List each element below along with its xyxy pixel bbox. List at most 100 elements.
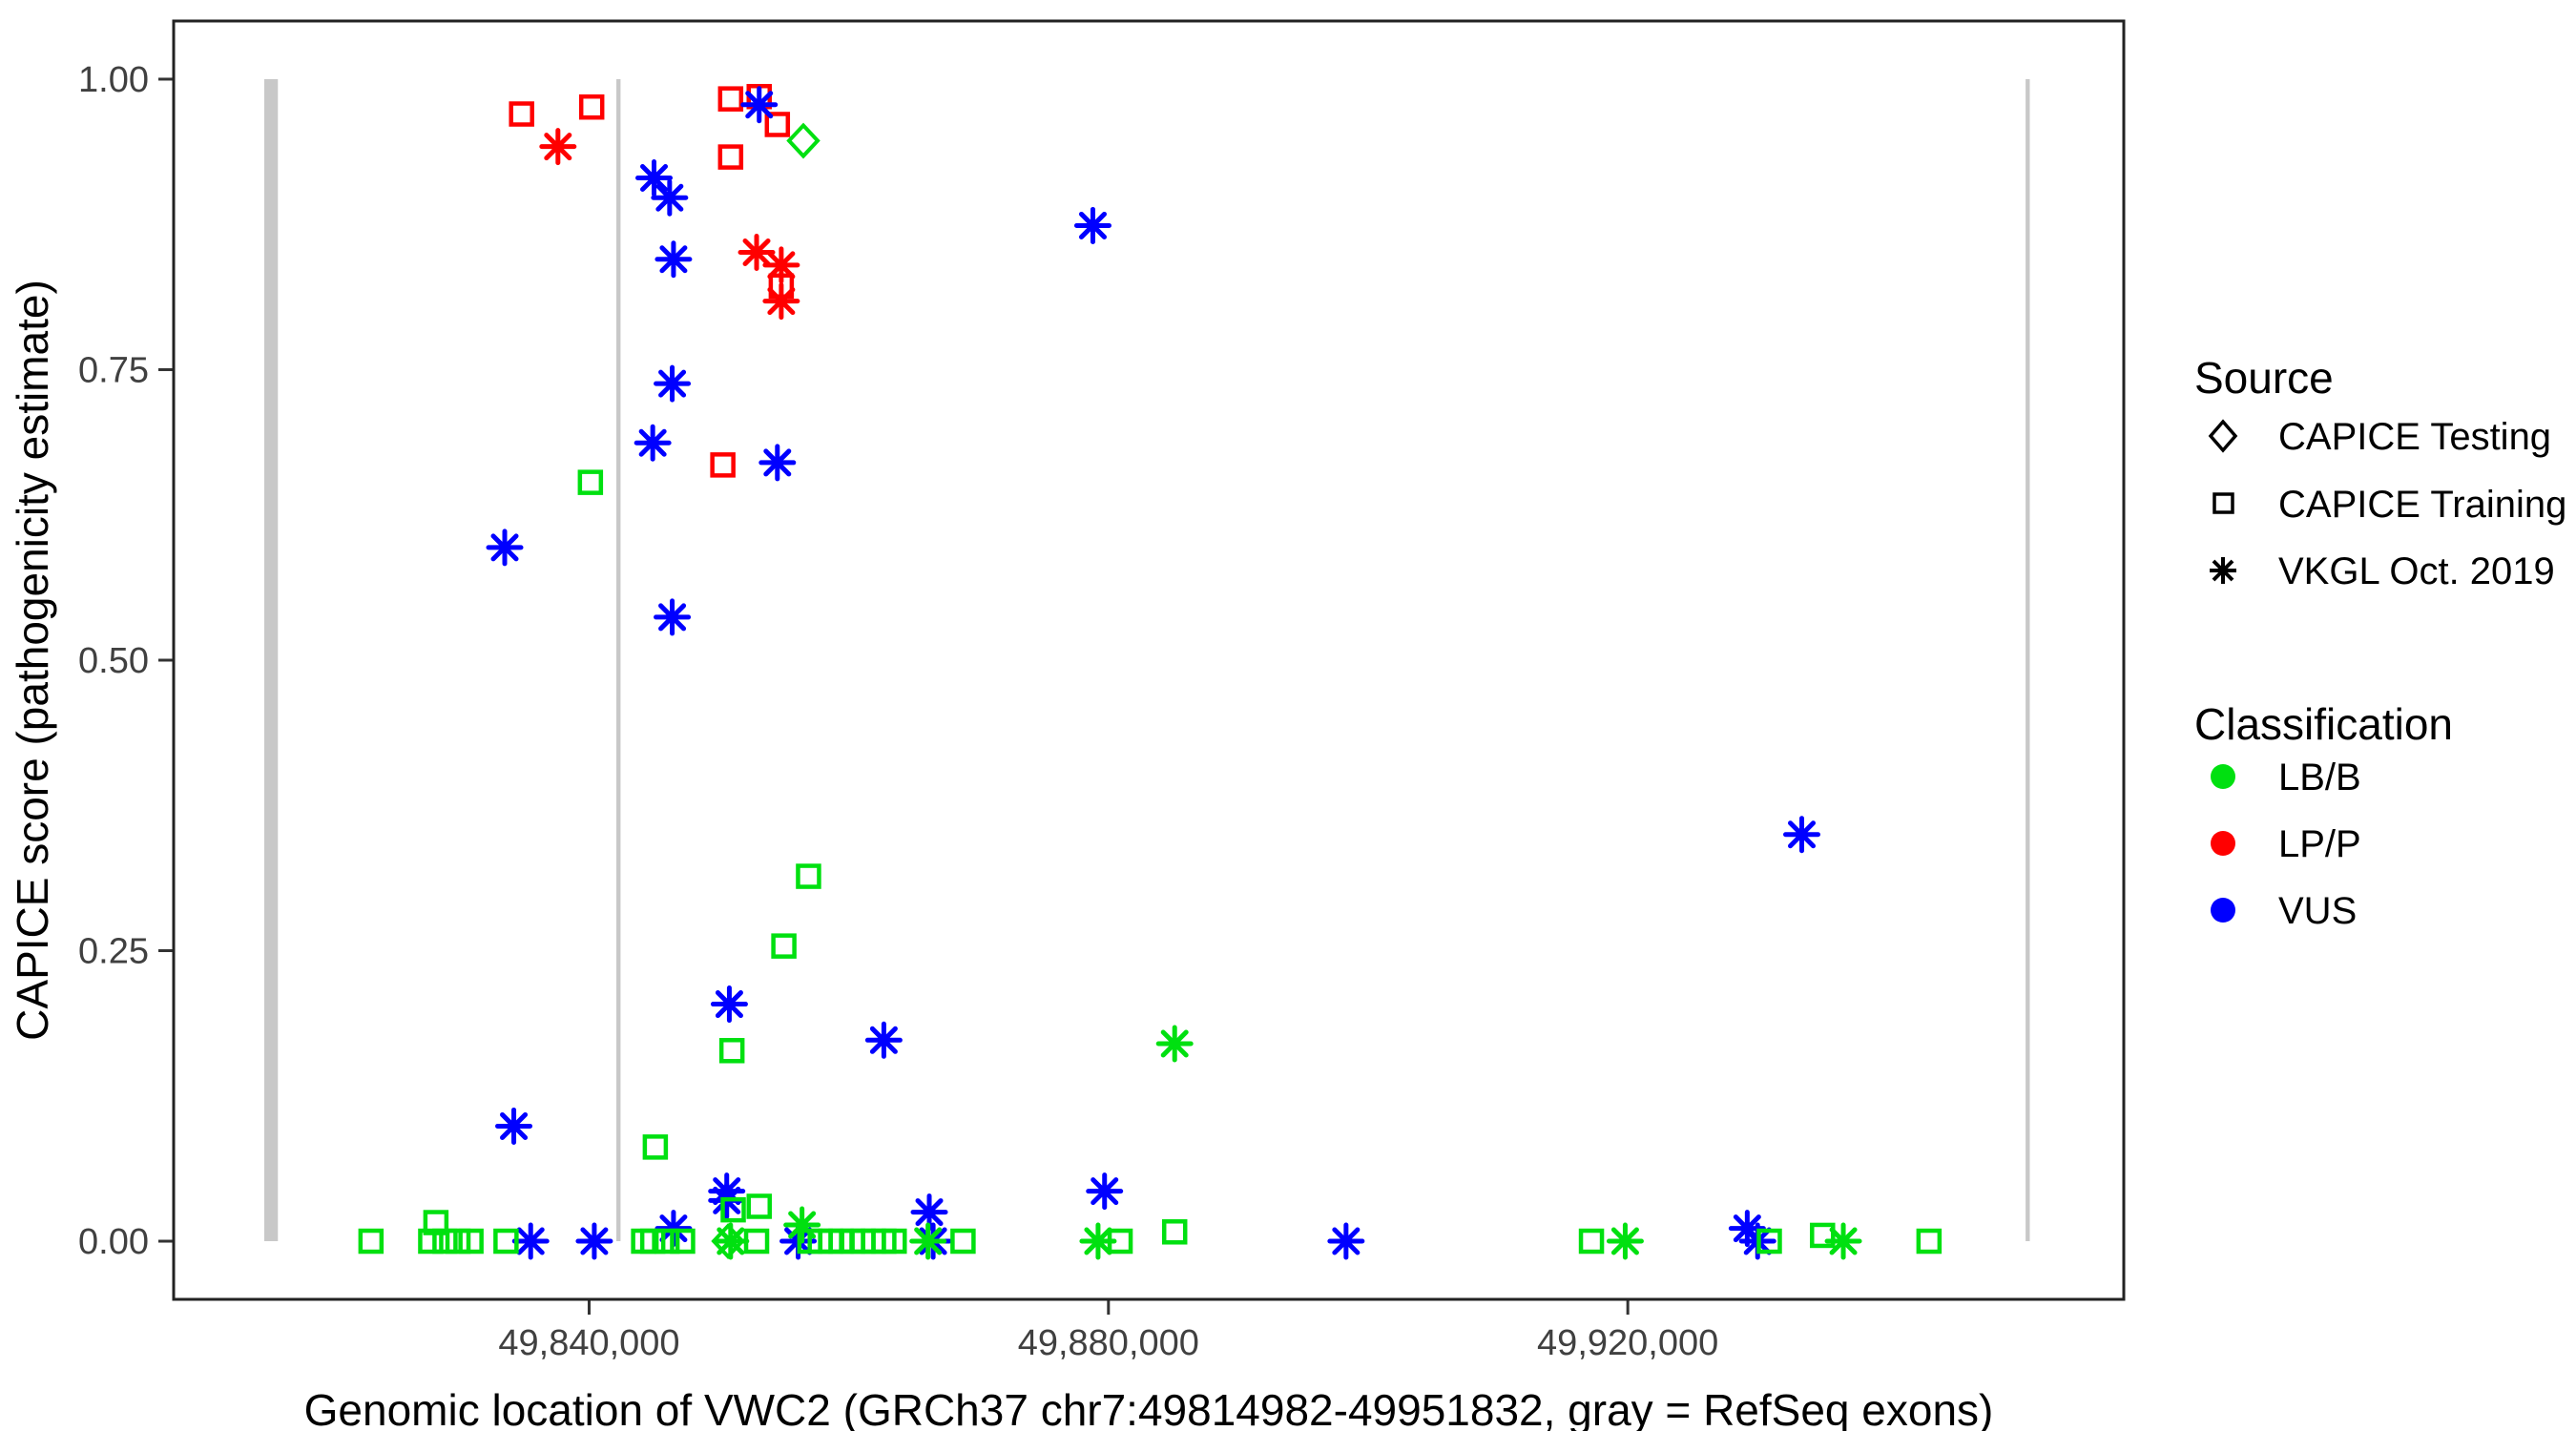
data-point-square xyxy=(710,452,736,478)
data-point-asterisk xyxy=(1327,1222,1365,1260)
legend-item-vkgl: VKGL Oct. 2019 xyxy=(2210,550,2555,592)
x-tick-label: 49,840,000 xyxy=(498,1323,679,1363)
data-point-square xyxy=(720,1196,746,1223)
data-point-square xyxy=(1756,1228,1782,1255)
data-point-square xyxy=(1578,1228,1605,1255)
vus-dot-icon xyxy=(2211,898,2235,923)
data-point-asterisk xyxy=(654,1210,693,1248)
square-icon xyxy=(2212,492,2234,514)
data-point-square xyxy=(445,1228,471,1255)
data-point-square xyxy=(771,933,797,959)
refseq-exon-bar xyxy=(2025,78,2030,1242)
data-point-square xyxy=(432,1228,458,1255)
data-point-asterisk xyxy=(635,159,674,197)
legend-item-lpp: LP/P xyxy=(2211,823,2361,865)
data-point-square xyxy=(764,112,791,137)
data-point-square xyxy=(743,1228,770,1255)
data-point-square xyxy=(717,86,744,112)
data-point-square xyxy=(717,144,744,170)
data-point-asterisk xyxy=(1606,1222,1644,1260)
data-point-square xyxy=(418,1228,444,1255)
data-point-asterisk xyxy=(712,1222,750,1260)
legend-item-label: LP/P xyxy=(2278,823,2361,865)
refseq-exon-bars xyxy=(264,78,2030,1242)
data-point-asterisk xyxy=(495,1107,533,1145)
legend-source-title: Source xyxy=(2194,353,2334,403)
data-point-asterisk xyxy=(1086,1172,1124,1211)
data-point-square xyxy=(639,1228,666,1255)
x-tick-label: 49,880,000 xyxy=(1018,1323,1199,1363)
legend-item-label: VKGL Oct. 2019 xyxy=(2278,550,2555,592)
refseq-exon-bar xyxy=(616,78,621,1242)
axis-ticks: 0.00 0.25 0.50 0.75 1.00 49,840,000 49,880,000… xyxy=(78,60,1718,1363)
data-point-square xyxy=(1810,1222,1836,1249)
y-tick-label: 0.25 xyxy=(78,932,149,972)
refseq-exon-bar xyxy=(264,78,279,1242)
data-point-square xyxy=(1916,1228,1942,1255)
x-tick-label: 49,920,000 xyxy=(1537,1323,1718,1363)
data-point-square xyxy=(670,1228,696,1255)
data-point-square xyxy=(493,1228,519,1255)
data-point-asterisk xyxy=(762,282,800,321)
data-point-square xyxy=(882,1228,907,1255)
data-point-square xyxy=(578,93,605,120)
data-point-asterisk xyxy=(651,178,689,217)
data-point-asterisk xyxy=(654,364,692,403)
data-point-asterisk xyxy=(1824,1222,1862,1260)
data-point-asterisk xyxy=(486,529,524,567)
legend-item-label: CAPICE Training xyxy=(2278,484,2566,526)
data-point-square xyxy=(1107,1228,1133,1255)
y-tick-label: 0.75 xyxy=(78,350,149,390)
data-point-asterisk xyxy=(910,1193,948,1232)
data-point-square xyxy=(358,1228,384,1255)
data-point-square xyxy=(746,1193,772,1219)
data-point-asterisk xyxy=(762,246,800,284)
data-point-asterisk xyxy=(710,985,748,1024)
legend-item-label: LB/B xyxy=(2278,757,2361,798)
data-points xyxy=(358,83,1942,1260)
lpp-dot-icon xyxy=(2211,831,2235,856)
data-point-asterisk xyxy=(1079,1222,1117,1260)
legend-item-lbb: LB/B xyxy=(2211,757,2361,798)
data-point-square xyxy=(509,101,534,127)
diamond-icon xyxy=(2208,419,2238,453)
data-point-square xyxy=(796,863,821,889)
data-point-diamond xyxy=(786,122,821,159)
legend: Source CAPICE Testing CAPICE Training VK… xyxy=(2194,353,2566,932)
y-tick-label: 0.00 xyxy=(78,1222,149,1262)
data-point-square xyxy=(718,1038,745,1064)
legend-item-vus: VUS xyxy=(2211,890,2357,932)
lbb-dot-icon xyxy=(2211,764,2235,789)
data-point-asterisk xyxy=(654,598,692,636)
data-point-square xyxy=(1161,1219,1188,1245)
data-point-asterisk xyxy=(864,1021,903,1059)
data-point-asterisk xyxy=(783,1206,821,1244)
y-tick-label: 0.50 xyxy=(78,641,149,681)
data-point-asterisk xyxy=(909,1222,947,1260)
data-point-asterisk xyxy=(1073,206,1111,244)
data-point-asterisk xyxy=(575,1222,613,1260)
data-point-asterisk xyxy=(539,128,577,166)
data-point-asterisk xyxy=(1155,1025,1194,1063)
y-axis-title: CAPICE score (pathogenicity estimate) xyxy=(8,280,57,1041)
data-point-asterisk xyxy=(634,424,672,462)
legend-item-label: CAPICE Testing xyxy=(2278,416,2551,458)
data-point-square xyxy=(654,1228,680,1255)
data-point-asterisk xyxy=(654,240,693,279)
asterisk-icon xyxy=(2210,557,2236,584)
legend-item-capice-testing: CAPICE Testing xyxy=(2208,416,2551,458)
legend-item-label: VUS xyxy=(2278,890,2357,932)
legend-item-capice-training: CAPICE Training xyxy=(2212,484,2566,526)
data-point-asterisk xyxy=(1783,816,1821,854)
data-point-asterisk xyxy=(511,1222,550,1260)
data-point-square xyxy=(642,1134,669,1160)
data-point-square xyxy=(458,1228,484,1255)
legend-classification-title: Classification xyxy=(2194,699,2453,749)
data-point-asterisk xyxy=(758,444,797,482)
data-point-asterisk xyxy=(737,233,776,271)
x-axis-title: Genomic location of VWC2 (GRCh37 chr7:49… xyxy=(304,1385,1994,1431)
data-point-asterisk xyxy=(740,86,779,124)
data-point-square xyxy=(950,1228,976,1255)
